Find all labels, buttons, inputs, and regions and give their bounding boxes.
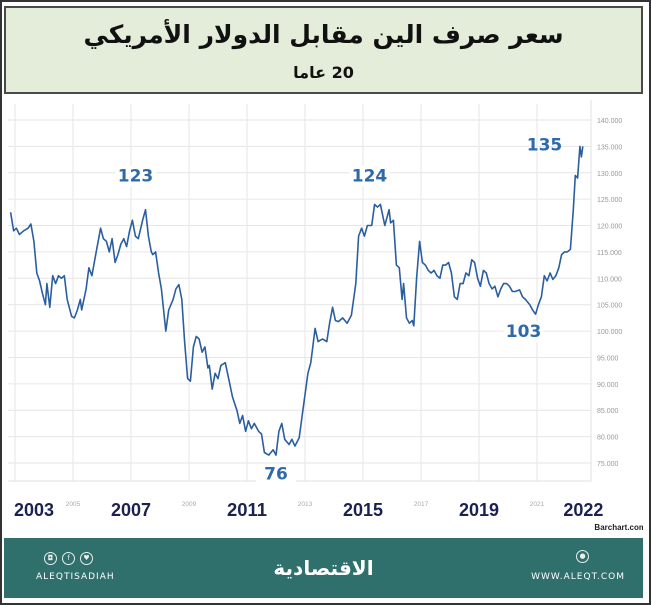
y-tick-label: 85.000: [597, 408, 619, 415]
chart-subtitle: 20 عاما: [293, 63, 354, 82]
annotation-label: 123: [118, 167, 154, 187]
y-tick-label: 100.000: [597, 329, 622, 336]
x-tick-label-minor: 2017: [414, 501, 429, 508]
footer: ◘ f ♥ ALEQTISADIAH الاقتصادية ● WWW.ALEQ…: [4, 538, 643, 598]
annotation-label: 103: [506, 322, 542, 342]
x-tick-label-major: 2007: [111, 500, 151, 520]
twitter-icon[interactable]: ♥: [80, 552, 93, 565]
social-handle: ALEQTISADIAH: [36, 572, 115, 582]
x-tick-label-minor: 2005: [66, 501, 81, 508]
y-tick-label: 125.000: [597, 197, 622, 204]
y-tick-label: 80.000: [597, 435, 619, 442]
annotation-bg: [256, 463, 296, 485]
instagram-icon[interactable]: ◘: [44, 552, 57, 565]
annotation-label: 135: [527, 135, 563, 155]
x-tick-label-major: 2019: [459, 500, 499, 520]
line-chart: 75.000 80.000 85.000 90.000 95.000 100.000 105…: [8, 100, 643, 532]
globe-icon: ●: [576, 550, 589, 563]
website-link[interactable]: WWW.ALEQT.COM: [531, 572, 625, 582]
y-tick-label: 95.000: [597, 355, 619, 362]
annotation-label: 76: [264, 465, 288, 485]
x-tick-label-major: 2011: [227, 500, 267, 520]
y-tick-label: 90.000: [597, 382, 619, 389]
annotation-label: 124: [352, 166, 388, 186]
x-tick-label-minor: 2013: [298, 501, 313, 508]
y-tick-label: 105.000: [597, 303, 622, 310]
chart-title: سعر صرف الين مقابل الدولار الأمريكي: [83, 20, 564, 49]
y-tick-label: 110.000: [597, 276, 622, 283]
logo: الاقتصادية: [273, 556, 374, 580]
y-tick-label: 120.000: [597, 224, 622, 231]
source-label: Barchart.com: [594, 523, 643, 532]
y-tick-label: 135.000: [597, 144, 622, 151]
y-tick-label: 115.000: [597, 250, 622, 257]
facebook-icon[interactable]: f: [62, 552, 75, 565]
y-tick-label: 130.000: [597, 171, 622, 178]
annotation-bg: [503, 321, 544, 343]
annotation-bg: [115, 165, 156, 187]
title-band: سعر صرف الين مقابل الدولار الأمريكي 20 ع…: [4, 6, 643, 94]
x-tick-label-major: 2015: [343, 500, 383, 520]
x-tick-label-minor: 2021: [530, 501, 545, 508]
x-tick-label-major: 2022: [563, 500, 603, 520]
annotation-bg: [349, 165, 390, 187]
y-tick-label: 140.000: [597, 118, 622, 125]
y-tick-label: 75.000: [597, 461, 619, 468]
chart-area: 75.000 80.000 85.000 90.000 95.000 100.000 105…: [4, 96, 643, 536]
series-line: [9, 145, 584, 456]
x-tick-label-minor: 2009: [182, 501, 197, 508]
x-tick-label-major: 2003: [14, 500, 54, 520]
